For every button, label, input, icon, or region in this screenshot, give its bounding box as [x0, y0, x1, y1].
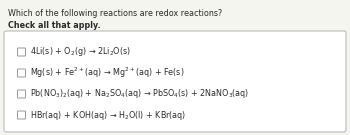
Text: Check all that apply.: Check all that apply.	[8, 21, 101, 30]
FancyBboxPatch shape	[18, 90, 26, 98]
Text: Mg(s) + Fe$^{2+}$(aq) → Mg$^{2+}$(aq) + Fe(s): Mg(s) + Fe$^{2+}$(aq) → Mg$^{2+}$(aq) + …	[30, 66, 184, 80]
FancyBboxPatch shape	[18, 48, 26, 56]
Text: 4Li(s) + O$_2$(g) → 2Li$_2$O(s): 4Li(s) + O$_2$(g) → 2Li$_2$O(s)	[30, 45, 131, 58]
Text: Pb(NO$_3$)$_2$(aq) + Na$_2$SO$_4$(aq) → PbSO$_4$(s) + 2NaNO$_3$(aq): Pb(NO$_3$)$_2$(aq) + Na$_2$SO$_4$(aq) → …	[30, 87, 249, 100]
Text: HBr(aq) + KOH(aq) → H$_2$O(l) + KBr(aq): HBr(aq) + KOH(aq) → H$_2$O(l) + KBr(aq)	[30, 109, 186, 122]
FancyBboxPatch shape	[18, 111, 26, 119]
FancyBboxPatch shape	[4, 31, 346, 132]
Text: Which of the following reactions are redox reactions?: Which of the following reactions are red…	[8, 9, 222, 18]
FancyBboxPatch shape	[18, 69, 26, 77]
